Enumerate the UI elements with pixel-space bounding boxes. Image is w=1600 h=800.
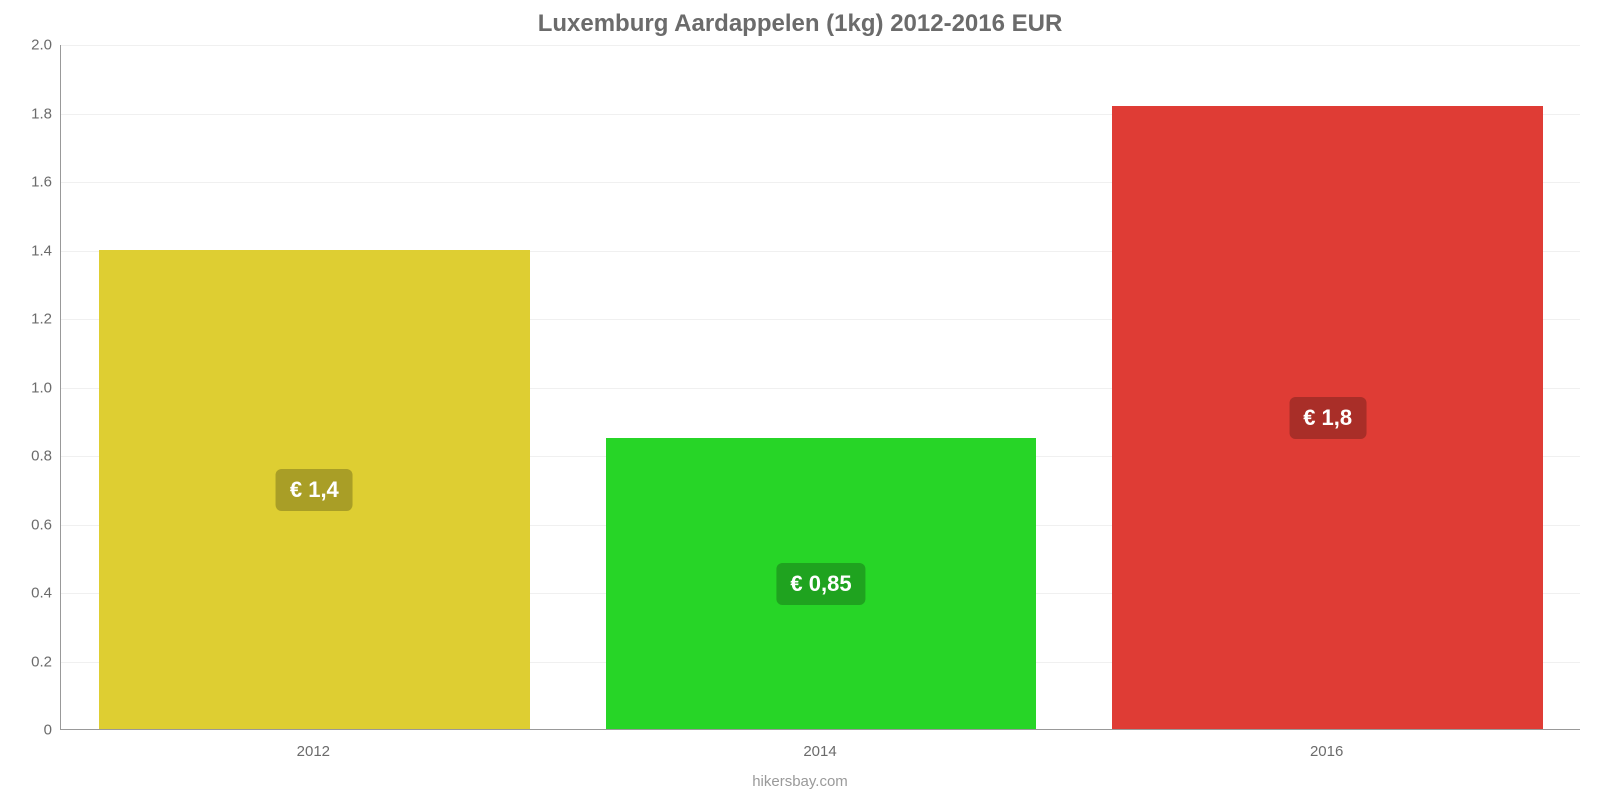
x-tick-label: 2016 bbox=[1310, 743, 1343, 760]
y-tick-label: 1.0 bbox=[12, 379, 52, 396]
bar-value-label: € 1,4 bbox=[276, 469, 353, 511]
footer-text: hikersbay.com bbox=[0, 773, 1600, 790]
y-tick-label: 0.2 bbox=[12, 653, 52, 670]
x-tick-label: 2014 bbox=[803, 743, 836, 760]
y-tick-label: 0.4 bbox=[12, 585, 52, 602]
y-tick-label: 1.6 bbox=[12, 174, 52, 191]
plot-area: € 1,4 € 0,85 € 1,8 bbox=[60, 45, 1580, 730]
y-tick-label: 0.6 bbox=[12, 516, 52, 533]
y-tick-label: 1.2 bbox=[12, 311, 52, 328]
y-tick-label: 0.8 bbox=[12, 448, 52, 465]
y-tick-label: 2.0 bbox=[12, 37, 52, 54]
bar-value-label: € 0,85 bbox=[776, 563, 865, 605]
y-tick-label: 0 bbox=[12, 722, 52, 739]
y-tick-label: 1.8 bbox=[12, 105, 52, 122]
gridline bbox=[61, 45, 1580, 46]
bar-value-label: € 1,8 bbox=[1289, 397, 1366, 439]
y-tick-label: 1.4 bbox=[12, 242, 52, 259]
chart-title: Luxemburg Aardappelen (1kg) 2012-2016 EU… bbox=[0, 10, 1600, 38]
chart-container: Luxemburg Aardappelen (1kg) 2012-2016 EU… bbox=[0, 0, 1600, 800]
x-tick-label: 2012 bbox=[297, 743, 330, 760]
